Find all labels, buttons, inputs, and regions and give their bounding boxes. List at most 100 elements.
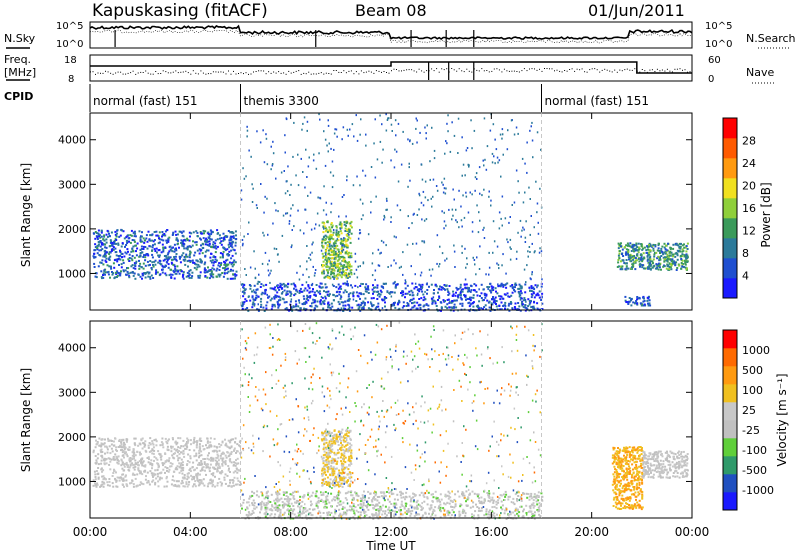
data-cell — [327, 290, 330, 293]
data-cell — [188, 461, 191, 464]
data-cell — [96, 248, 99, 251]
data-cell — [337, 239, 340, 242]
nave-dot — [609, 70, 611, 72]
data-cell — [116, 260, 119, 263]
data-cell — [314, 304, 317, 307]
data-cell — [185, 247, 188, 250]
cpid-label: CPID — [4, 90, 33, 103]
data-cell — [234, 437, 237, 440]
data-cell — [228, 459, 231, 461]
data-cell — [172, 470, 175, 473]
data-cell — [276, 497, 279, 500]
data-cell — [196, 440, 199, 443]
data-cell — [275, 177, 277, 180]
data-cell — [190, 276, 193, 279]
data-cell — [118, 438, 121, 441]
data-cell — [348, 309, 351, 312]
data-cell — [289, 300, 292, 303]
data-cell — [114, 230, 117, 233]
data-cell — [168, 250, 171, 253]
data-cell — [139, 252, 142, 254]
data-cell — [309, 253, 312, 256]
data-cell — [186, 472, 189, 475]
data-cell — [324, 138, 327, 141]
data-cell — [420, 297, 423, 300]
noise-panel-frame — [89, 21, 693, 49]
data-cell — [262, 306, 265, 309]
data-cell — [98, 444, 101, 447]
data-cell — [154, 250, 157, 252]
data-cell — [524, 309, 527, 312]
data-cell — [182, 445, 185, 448]
data-cell — [303, 116, 306, 119]
data-cell — [459, 283, 462, 286]
data-cell — [171, 462, 174, 465]
data-cell — [517, 495, 520, 497]
data-cell — [509, 301, 512, 303]
data-cell — [629, 254, 632, 257]
data-cell — [504, 305, 507, 308]
data-cell — [509, 285, 512, 288]
data-cell — [646, 266, 649, 269]
data-cell — [648, 251, 650, 254]
data-cell — [441, 210, 443, 213]
data-cell — [319, 500, 322, 502]
data-cell — [416, 294, 419, 296]
data-cell — [327, 511, 330, 514]
data-cell — [501, 195, 504, 198]
data-cell — [228, 446, 231, 449]
data-cell — [100, 454, 103, 457]
data-cell — [96, 238, 99, 241]
data-cell — [282, 282, 285, 285]
data-cell — [642, 300, 645, 303]
data-cell — [338, 270, 341, 273]
data-cell — [150, 274, 153, 277]
data-cell — [425, 303, 428, 306]
data-cell — [127, 237, 130, 240]
data-cell — [240, 189, 243, 192]
data-cell — [362, 300, 365, 303]
data-cell — [533, 288, 536, 290]
data-cell — [347, 254, 350, 257]
data-cell — [338, 257, 341, 259]
data-cell — [525, 307, 528, 310]
nave-dot — [546, 68, 548, 69]
nave-dot — [283, 72, 285, 74]
data-cell — [210, 482, 213, 485]
nave-dot — [604, 68, 606, 70]
data-cell — [444, 300, 446, 302]
data-cell — [131, 264, 134, 267]
data-cell — [639, 302, 642, 305]
data-cell — [342, 304, 345, 307]
data-cell — [283, 289, 286, 292]
data-cell — [330, 147, 332, 150]
data-cell — [164, 437, 167, 440]
data-cell — [102, 263, 105, 266]
data-cell — [462, 163, 465, 166]
data-cell — [451, 300, 454, 302]
data-cell — [149, 260, 152, 262]
data-cell — [442, 299, 445, 302]
data-cell — [173, 448, 176, 451]
data-cell — [106, 264, 109, 267]
data-cell — [321, 238, 324, 241]
data-cell — [252, 187, 254, 190]
data-cell — [415, 242, 418, 245]
data-cell — [140, 460, 143, 462]
data-cell — [345, 239, 348, 242]
data-cell — [332, 293, 334, 296]
data-cell — [305, 301, 308, 304]
data-cell — [94, 243, 97, 246]
data-cell — [459, 291, 462, 294]
data-cell — [361, 498, 363, 501]
data-cell — [337, 307, 340, 310]
data-cell — [224, 438, 226, 441]
data-cell — [319, 299, 322, 302]
data-cell — [335, 254, 338, 257]
nave-label: Nave — [746, 66, 774, 79]
data-cell — [331, 226, 334, 229]
nave-dot — [676, 68, 678, 70]
data-cell — [199, 271, 202, 274]
data-cell — [527, 298, 530, 301]
data-cell — [330, 222, 333, 224]
